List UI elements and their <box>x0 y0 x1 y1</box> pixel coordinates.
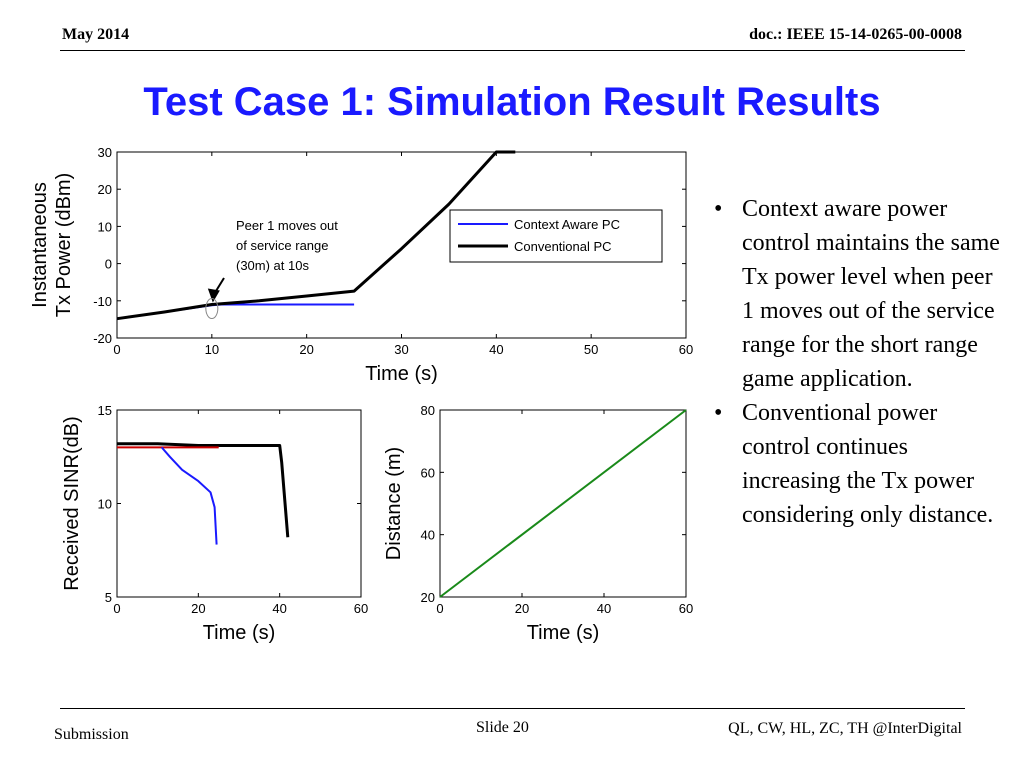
y-tick-label: 40 <box>421 528 435 543</box>
legend-label: Context Aware PC <box>514 217 620 232</box>
bullet-item: Context aware power control maintains th… <box>712 192 1002 396</box>
legend-box <box>449 209 663 263</box>
legend-label: Conventional PC <box>514 239 612 254</box>
x-tick-label: 20 <box>191 601 205 616</box>
footer-divider <box>60 708 965 709</box>
footer-submission: Submission <box>54 726 129 743</box>
x-tick-label: 0 <box>436 601 443 616</box>
x-tick-label: 60 <box>679 342 693 357</box>
y-tick-label: 5 <box>105 590 112 605</box>
y-tick-label: -20 <box>93 331 112 346</box>
y-tick-label: 60 <box>421 465 435 480</box>
x-axis-label: Time (s) <box>203 622 276 644</box>
x-tick-label: 50 <box>584 342 598 357</box>
x-tick-label: 10 <box>205 342 219 357</box>
header-date: May 2014 <box>62 26 130 43</box>
slide-title: Test Case 1: Simulation Result Results <box>143 80 881 124</box>
y-tick-label: 20 <box>98 182 112 197</box>
x-tick-label: 20 <box>515 601 529 616</box>
footer-slide-number: Slide 20 <box>476 719 529 736</box>
plot-area <box>116 409 362 598</box>
series-line <box>116 150 516 321</box>
x-tick-label: 40 <box>272 601 286 616</box>
x-tick-label: 60 <box>354 601 368 616</box>
y-axis-label: Distance (m) <box>383 447 405 560</box>
y-tick-label: 10 <box>98 219 112 234</box>
annotation-text: of service range <box>236 238 329 253</box>
y-tick-label: -10 <box>93 294 112 309</box>
x-axis-label: Time (s) <box>527 622 600 644</box>
series-line <box>439 409 687 598</box>
x-axis-label: Time (s) <box>365 363 438 385</box>
y-axis-label: Instantaneous <box>29 182 51 308</box>
series-line <box>160 446 218 545</box>
bullet-item: Conventional power control continues inc… <box>712 396 1002 532</box>
annotation-text: Peer 1 moves out <box>236 218 338 233</box>
y-tick-label: 80 <box>421 403 435 418</box>
x-tick-label: 0 <box>113 342 120 357</box>
x-tick-label: 40 <box>597 601 611 616</box>
annotation-marker <box>205 298 219 320</box>
x-tick-label: 20 <box>299 342 313 357</box>
x-tick-label: 60 <box>679 601 693 616</box>
y-axis-label: Received SINR(dB) <box>61 416 83 591</box>
x-tick-label: 30 <box>394 342 408 357</box>
y-tick-label: 20 <box>421 590 435 605</box>
annotation-arrowhead <box>207 288 220 303</box>
y-tick-label: 10 <box>98 497 112 512</box>
header-doc-id: doc.: IEEE 15-14-0265-00-0008 <box>749 26 962 43</box>
x-tick-label: 40 <box>489 342 503 357</box>
y-tick-label: 30 <box>98 145 112 160</box>
footer-authors: QL, CW, HL, ZC, TH @InterDigital <box>728 720 962 737</box>
series-line <box>117 442 290 538</box>
y-tick-label: 15 <box>98 403 112 418</box>
y-tick-label: 0 <box>105 257 112 272</box>
annotation-text: (30m) at 10s <box>236 258 309 273</box>
y-axis-label: Tx Power (dBm) <box>53 173 75 317</box>
bullet-list: Context aware power control maintains th… <box>712 192 1002 532</box>
header-divider <box>60 50 965 51</box>
x-tick-label: 0 <box>113 601 120 616</box>
